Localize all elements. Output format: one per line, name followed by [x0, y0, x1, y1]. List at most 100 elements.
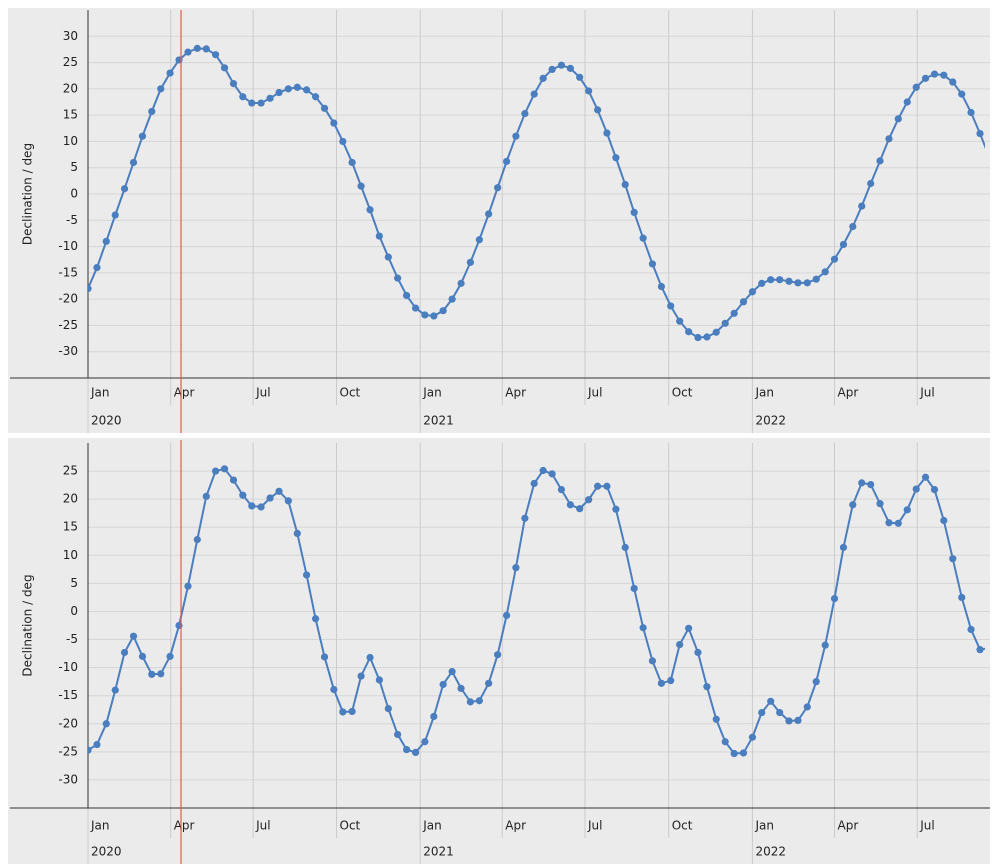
data-point	[466, 698, 474, 706]
data-point	[876, 500, 884, 508]
data-point	[612, 154, 620, 162]
data-point	[239, 93, 247, 101]
data-point	[685, 624, 693, 632]
data-point	[648, 657, 657, 665]
data-point	[266, 94, 274, 102]
data-point	[648, 260, 657, 268]
data-point	[630, 208, 638, 216]
year-tick-label: 2021	[423, 845, 454, 859]
data-point	[976, 646, 984, 654]
series	[88, 44, 985, 342]
x-tick-label: Apr	[174, 819, 195, 833]
x-tick-label: Apr	[505, 386, 526, 400]
data-point	[812, 275, 820, 283]
data-point	[694, 648, 702, 657]
x-tick-label: Oct	[340, 386, 361, 400]
data-point	[921, 473, 930, 481]
y-tick-label: 25	[63, 464, 78, 478]
data-point	[830, 594, 839, 603]
data-point	[748, 733, 757, 741]
x-tick-label: Jan	[422, 386, 442, 400]
y-tick-label: -25	[58, 744, 78, 758]
data-point	[585, 496, 593, 504]
y-tick-label: -5	[66, 213, 78, 227]
y-tick-label: 5	[70, 160, 78, 174]
data-point	[403, 291, 411, 300]
data-point	[967, 108, 975, 117]
data-point	[339, 708, 347, 716]
data-point	[384, 705, 392, 713]
data-point	[657, 679, 666, 687]
data-point	[88, 746, 92, 754]
x-tick-label: Jul	[255, 819, 270, 833]
data-point	[138, 652, 147, 660]
data-point	[485, 679, 493, 687]
data-point	[485, 210, 493, 218]
data-point	[930, 70, 939, 78]
data-point	[721, 738, 729, 746]
data-point	[557, 61, 566, 69]
data-point	[803, 279, 811, 287]
data-point	[521, 109, 529, 118]
data-point	[411, 748, 420, 757]
data-point	[885, 135, 893, 143]
data-point	[384, 253, 392, 261]
data-point	[594, 482, 602, 490]
data-point	[166, 652, 174, 660]
data-point	[266, 494, 274, 502]
data-point	[311, 93, 320, 101]
data-point	[676, 317, 684, 325]
x-tick-label: Jul	[587, 819, 602, 833]
y-tick-label: -15	[58, 688, 78, 702]
data-point	[812, 678, 820, 686]
data-point	[202, 45, 210, 53]
data-point	[712, 328, 720, 336]
data-point	[320, 653, 329, 661]
data-point	[830, 255, 839, 263]
data-point	[685, 328, 693, 336]
y-axis-title: Declination / deg	[21, 574, 35, 676]
data-point	[157, 670, 165, 678]
data-point	[503, 611, 511, 619]
data-point	[794, 279, 802, 287]
data-point	[794, 716, 802, 725]
data-point	[776, 708, 784, 717]
data-point	[293, 529, 301, 538]
data-point	[548, 65, 556, 74]
data-point	[494, 651, 502, 659]
data-point	[667, 302, 675, 310]
data-point	[93, 264, 101, 272]
year-tick-label: 2020	[91, 845, 122, 859]
data-point	[721, 319, 729, 327]
y-tick-label: 15	[63, 108, 78, 122]
data-point	[940, 516, 948, 525]
data-point	[303, 571, 311, 579]
data-point	[867, 480, 875, 489]
data-point	[548, 470, 556, 478]
data-point	[211, 467, 220, 475]
data-point	[521, 514, 529, 522]
data-point	[621, 543, 629, 552]
data-point	[357, 182, 365, 190]
data-point	[694, 333, 702, 342]
data-point	[530, 479, 538, 488]
data-point	[758, 279, 766, 287]
data-point	[88, 285, 92, 293]
data-point	[284, 85, 292, 93]
y-tick-label: -15	[58, 265, 78, 279]
data-point	[421, 311, 429, 319]
data-point	[293, 83, 301, 91]
x-tick-label: Oct	[672, 819, 693, 833]
y-tick-label: -10	[58, 239, 78, 253]
data-point	[257, 99, 265, 107]
y-tick-label: -20	[58, 292, 78, 306]
data-point	[366, 653, 374, 662]
y-tick-label: 0	[70, 187, 78, 201]
y-tick-label: 10	[63, 134, 78, 148]
data-point	[930, 486, 939, 494]
data-point	[193, 44, 201, 52]
data-point	[457, 279, 465, 287]
data-point	[958, 593, 966, 602]
data-point	[202, 492, 210, 500]
